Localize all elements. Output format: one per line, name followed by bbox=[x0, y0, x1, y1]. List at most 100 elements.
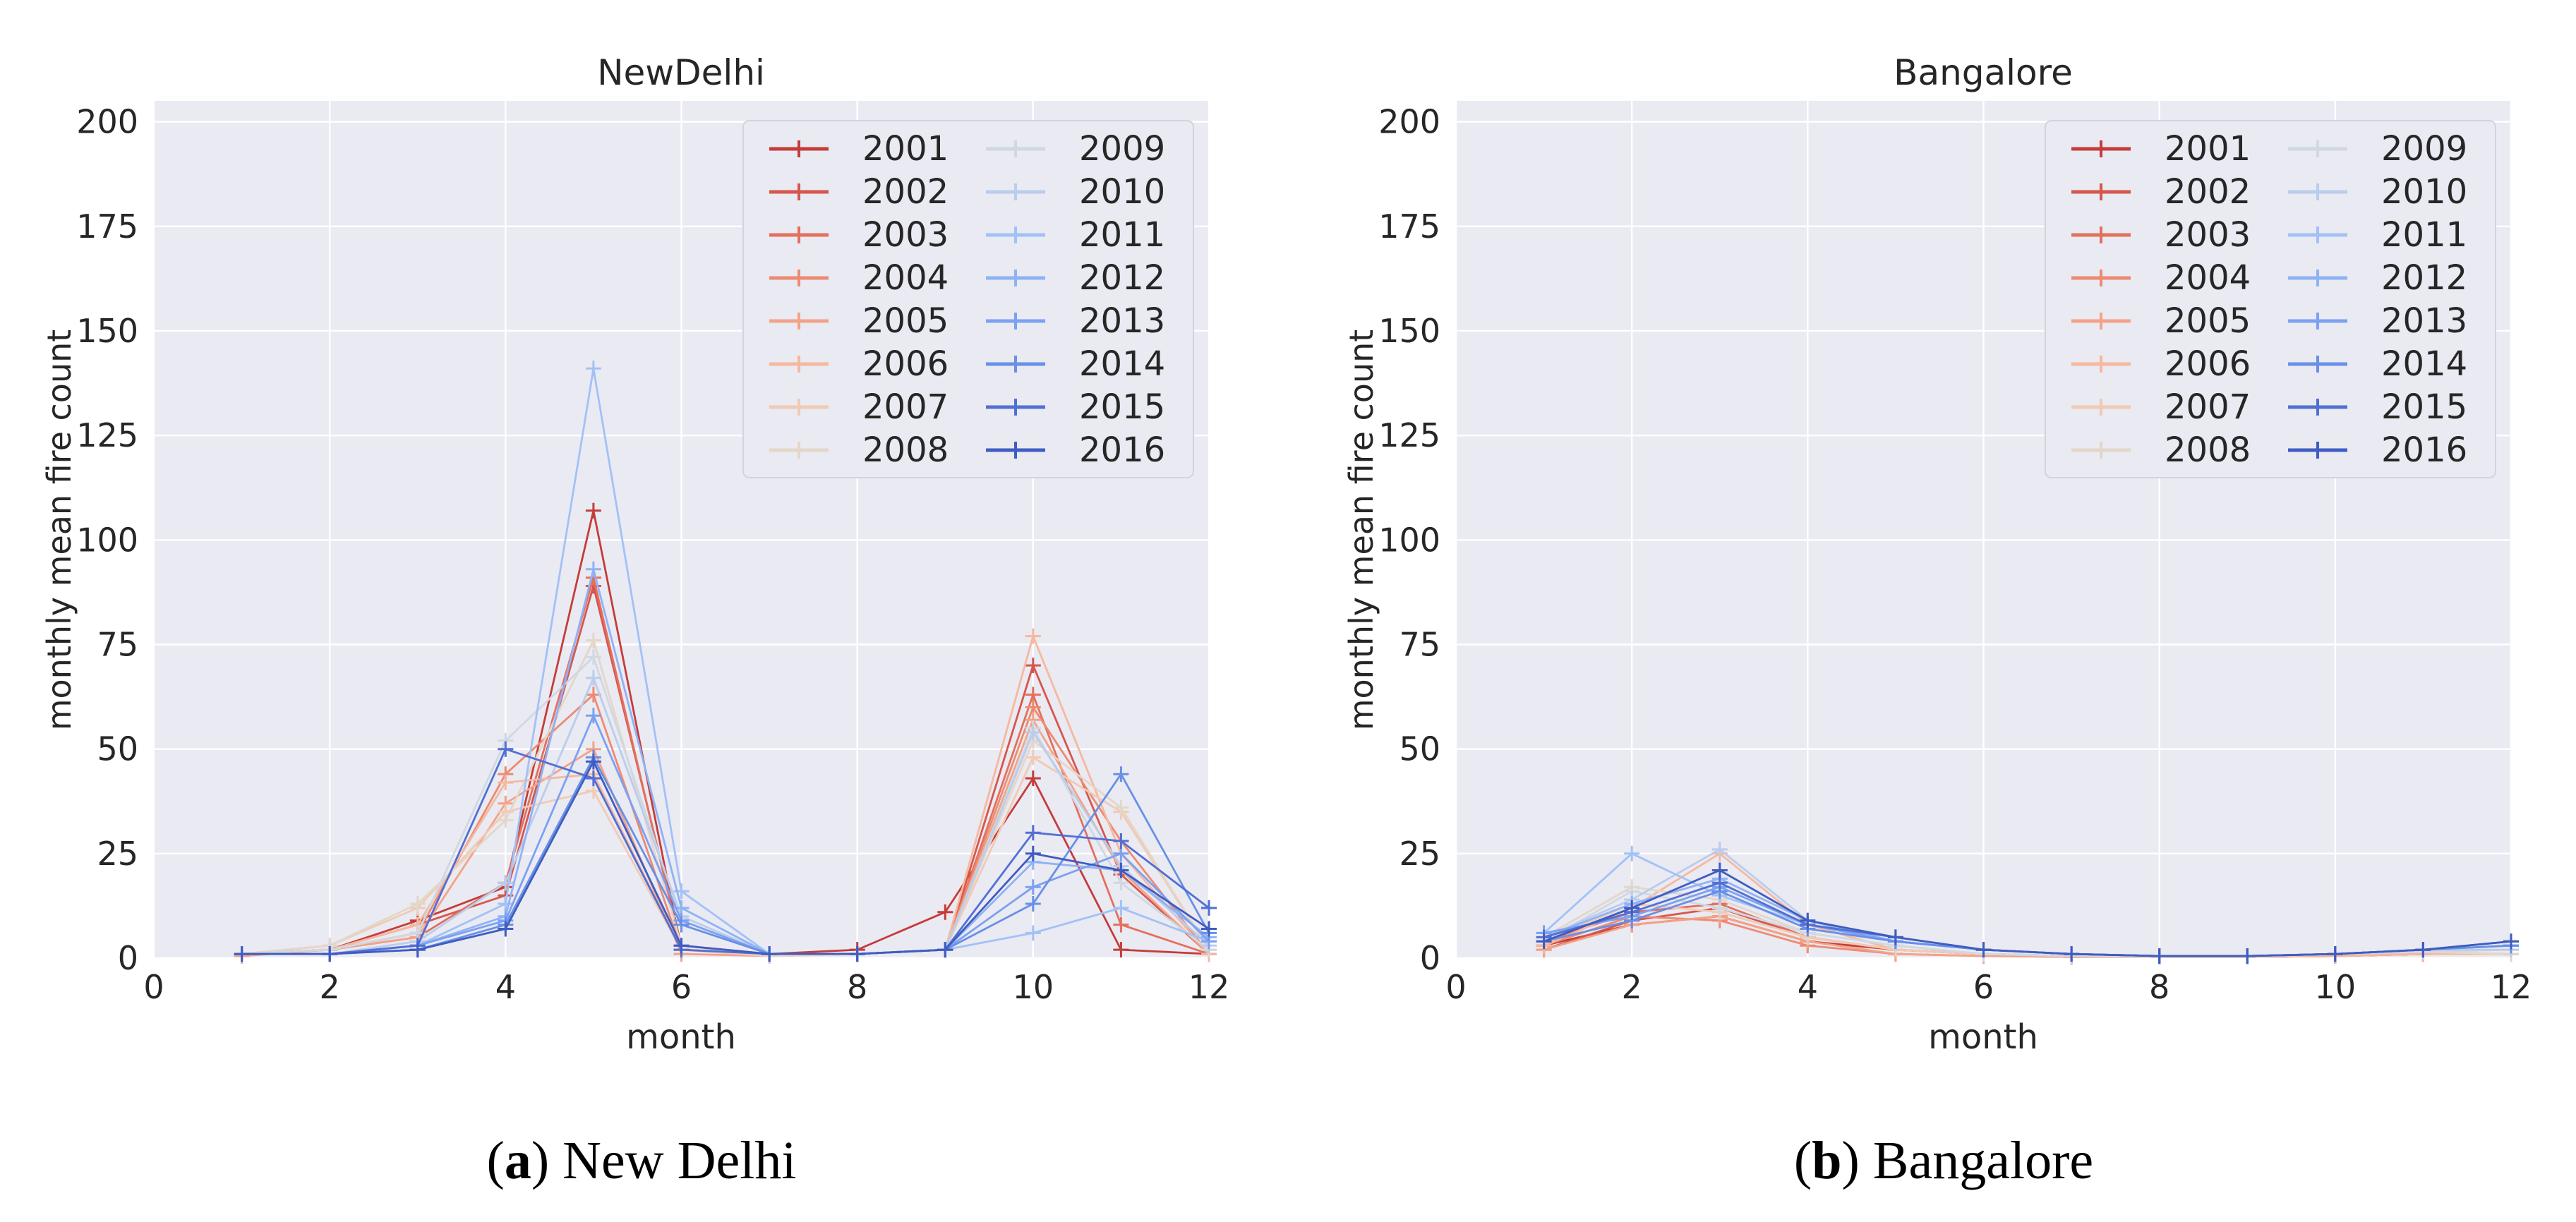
y-tick-label: 25 bbox=[1399, 835, 1440, 873]
legend-year-label: 2015 bbox=[1079, 387, 1166, 427]
legend-year-label: 2006 bbox=[2165, 344, 2251, 384]
y-tick-labels: 0 25 50 75 100 125 150 175 200 bbox=[76, 103, 138, 977]
caption-letter: b bbox=[1812, 1131, 1842, 1190]
legend-item-2014: 2014 bbox=[2287, 342, 2471, 385]
legend-year-label: 2008 bbox=[862, 430, 949, 470]
legend-year-label: 2012 bbox=[1079, 258, 1166, 298]
series-line-2016 bbox=[1536, 862, 2519, 964]
legend-year-label: 2009 bbox=[1079, 128, 1166, 169]
legend-year-label: 2004 bbox=[862, 258, 949, 298]
series-line-2016 bbox=[234, 754, 1217, 962]
legend-year-label: 2003 bbox=[2165, 214, 2251, 255]
legend-line-swatch bbox=[2071, 441, 2131, 459]
legend-item-2004: 2004 bbox=[2070, 256, 2254, 299]
y-tick-label: 175 bbox=[1378, 207, 1440, 246]
chart-title-newdelhi: NewDelhi bbox=[597, 52, 765, 93]
legend-line-swatch bbox=[2288, 183, 2347, 200]
legend-line-swatch bbox=[2288, 140, 2347, 157]
legend-line-swatch bbox=[986, 183, 1045, 200]
y-tick-label: 200 bbox=[1378, 103, 1440, 141]
legend-year-label: 2014 bbox=[1079, 344, 1166, 384]
legend-line-swatch bbox=[2288, 226, 2347, 243]
legend-item-2005: 2005 bbox=[768, 299, 952, 342]
legend-line-swatch bbox=[2288, 441, 2347, 459]
x-tick-label: 12 bbox=[1188, 968, 1230, 1006]
x-tick-label: 6 bbox=[1973, 968, 1994, 1006]
legend-item-2010: 2010 bbox=[2287, 170, 2471, 213]
legend-year-label: 2002 bbox=[862, 171, 949, 212]
legend-year-label: 2012 bbox=[2381, 258, 2468, 298]
legend-line-swatch bbox=[2288, 312, 2347, 329]
chart-title-bangalore: Bangalore bbox=[1894, 52, 2073, 93]
legend-year-label: 2013 bbox=[2381, 301, 2468, 341]
legend-item-2010: 2010 bbox=[985, 170, 1169, 213]
legend-year-label: 2003 bbox=[862, 214, 949, 255]
legend-year-label: 2015 bbox=[2381, 387, 2468, 427]
legend-line-swatch bbox=[769, 269, 829, 286]
legend-year-label: 2001 bbox=[2165, 128, 2251, 169]
legend-item-2013: 2013 bbox=[2287, 299, 2471, 342]
legend-item-2003: 2003 bbox=[768, 213, 952, 256]
y-tick-label: 75 bbox=[97, 625, 138, 663]
legend-year-label: 2013 bbox=[1079, 301, 1166, 341]
y-tick-label: 100 bbox=[76, 521, 138, 559]
legend-line-swatch bbox=[986, 269, 1045, 286]
legend-item-2006: 2006 bbox=[768, 342, 952, 385]
legend-year-label: 2005 bbox=[862, 301, 949, 341]
legend-item-2015: 2015 bbox=[2287, 385, 2471, 428]
legend-item-2014: 2014 bbox=[985, 342, 1169, 385]
y-tick-label: 175 bbox=[76, 207, 138, 246]
caption-b: (b) Bangalore bbox=[1794, 1130, 2093, 1192]
y-tick-label: 50 bbox=[97, 730, 138, 768]
legend-line-swatch bbox=[2071, 312, 2131, 329]
caption-open-paren: ( bbox=[1793, 1131, 1812, 1190]
series-plus-markers bbox=[1536, 862, 2519, 964]
y-tick-label: 150 bbox=[76, 312, 138, 350]
legend-line-swatch bbox=[2071, 226, 2131, 243]
caption-a: (a) New Delhi bbox=[487, 1130, 797, 1192]
y-axis-label-newdelhi: monthly mean fire count bbox=[40, 329, 78, 731]
series-path bbox=[241, 718, 1210, 957]
legend-year-label: 2008 bbox=[2165, 430, 2251, 470]
legend-year-label: 2002 bbox=[2165, 171, 2251, 212]
legend-year-label: 2016 bbox=[2381, 430, 2468, 470]
y-tick-label: 125 bbox=[76, 416, 138, 454]
legend-bangalore: 2001 2002 2003 2004 2005 2006 2007 2008 2009 2010… bbox=[2045, 120, 2496, 478]
legend-item-2007: 2007 bbox=[2070, 385, 2254, 428]
legend-line-swatch bbox=[986, 226, 1045, 243]
y-tick-label: 100 bbox=[1378, 521, 1440, 559]
x-tick-label: 2 bbox=[320, 968, 340, 1006]
legend-item-2004: 2004 bbox=[768, 256, 952, 299]
legend-line-swatch bbox=[2071, 355, 2131, 373]
x-tick-label: 10 bbox=[2315, 968, 2357, 1006]
series-path bbox=[241, 639, 1210, 957]
y-tick-label: 75 bbox=[1399, 625, 1440, 663]
series-path bbox=[241, 748, 1210, 955]
legend-year-label: 2007 bbox=[2165, 387, 2251, 427]
legend-line-swatch bbox=[2071, 183, 2131, 200]
legend-item-2011: 2011 bbox=[985, 213, 1169, 256]
legend-line-swatch bbox=[769, 355, 829, 373]
legend-line-swatch bbox=[769, 183, 829, 200]
legend-line-swatch bbox=[2288, 398, 2347, 416]
legend-item-2005: 2005 bbox=[2070, 299, 2254, 342]
legend-year-label: 2016 bbox=[1079, 430, 1166, 470]
series-path bbox=[241, 756, 1210, 957]
legend-item-2007: 2007 bbox=[768, 385, 952, 428]
x-tick-label: 0 bbox=[143, 968, 164, 1006]
legend-item-2006: 2006 bbox=[2070, 342, 2254, 385]
x-tick-labels: 0 2 4 6 8 10 12 bbox=[1445, 968, 2532, 1006]
legend-item-2009: 2009 bbox=[985, 127, 1169, 170]
legend-year-label: 2014 bbox=[2381, 344, 2468, 384]
legend-newdelhi: 2001 2002 2003 2004 2005 2006 2007 2008 2009 2010… bbox=[742, 120, 1194, 478]
legend-item-2015: 2015 bbox=[985, 385, 1169, 428]
x-tick-label: 0 bbox=[1445, 968, 1466, 1006]
legend-year-label: 2011 bbox=[1079, 214, 1166, 255]
caption-text: Bangalore bbox=[1872, 1131, 2094, 1190]
legend-line-swatch bbox=[986, 312, 1045, 329]
legend-year-label: 2010 bbox=[1079, 171, 1166, 212]
plot-bangalore: 0 2 4 6 8 10 12 0 25 50 75 100 125 150 175 200 bbox=[1378, 101, 2532, 1006]
legend-item-2012: 2012 bbox=[985, 256, 1169, 299]
x-tick-label: 4 bbox=[1798, 968, 1818, 1006]
legend-item-2013: 2013 bbox=[985, 299, 1169, 342]
